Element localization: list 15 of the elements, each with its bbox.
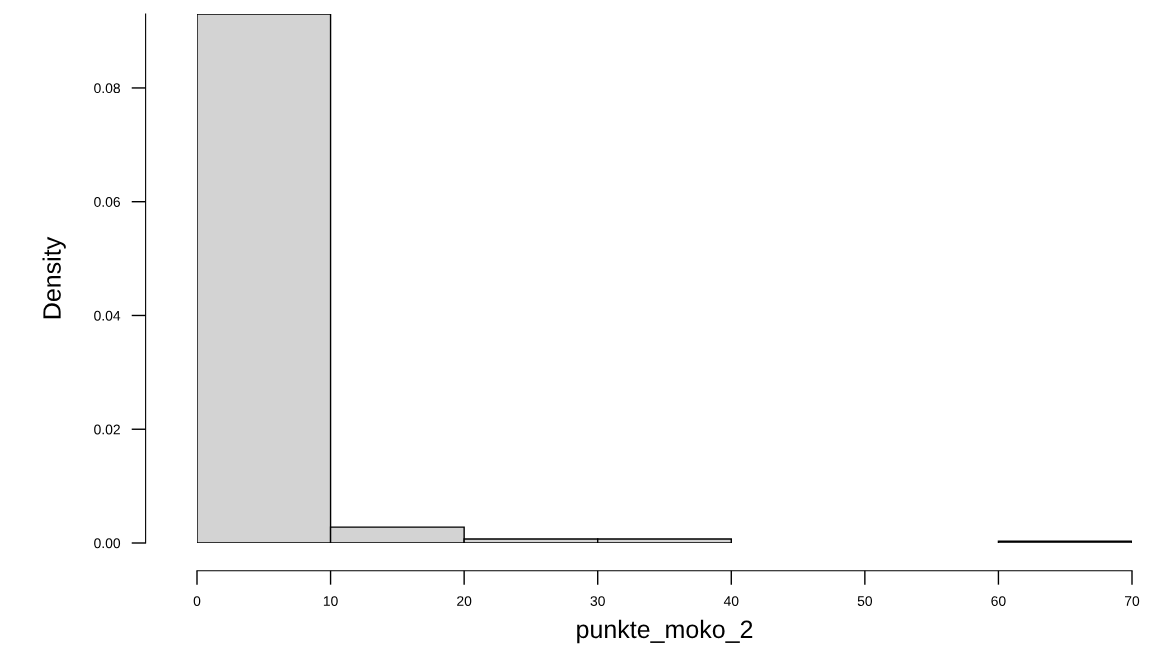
x-tick-label: 0 — [193, 596, 201, 606]
x-tick-label: 30 — [590, 596, 605, 606]
y-axis-title: Density — [42, 236, 66, 319]
y-tick-label: 0.00 — [94, 538, 121, 549]
x-tick-label: 60 — [991, 596, 1006, 606]
x-tick-label: 50 — [857, 596, 873, 606]
x-tick-label: 70 — [1124, 596, 1140, 606]
y-tick-label: 0.02 — [94, 424, 120, 435]
y-tick-label: 0.06 — [94, 197, 120, 207]
y-tick-label: 0.04 — [94, 310, 121, 321]
x-tick-label: 20 — [457, 596, 472, 606]
x-axis-title: punkte_moko_2 — [577, 619, 753, 644]
y-tick-label: 0.08 — [94, 83, 121, 94]
x-tick-label: 10 — [323, 596, 338, 606]
x-tick-label: 40 — [723, 596, 739, 606]
